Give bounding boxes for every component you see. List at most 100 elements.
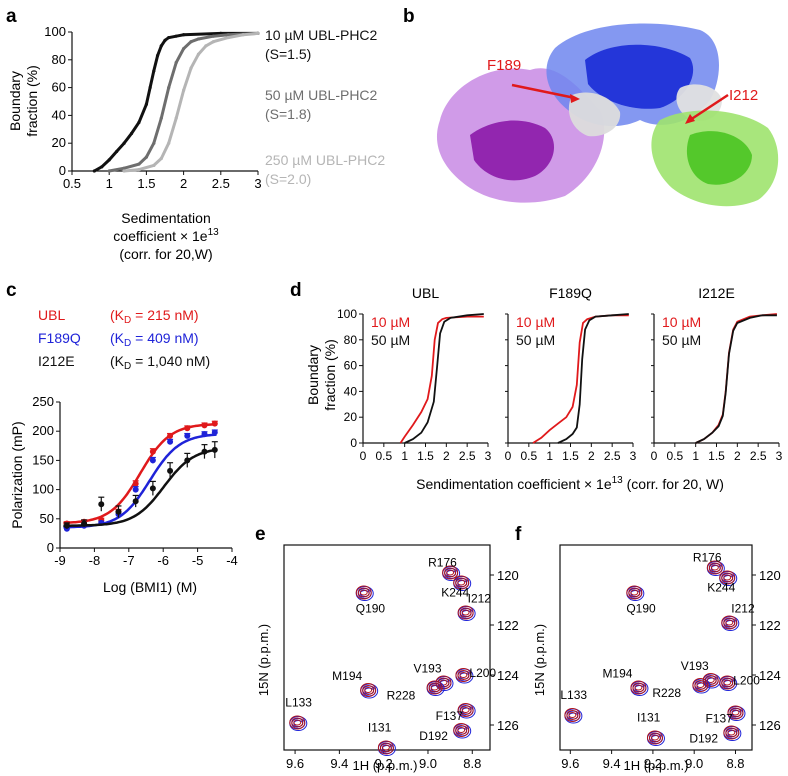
panel-d-subplot-title-1: F189Q xyxy=(549,285,592,301)
panel-c-point xyxy=(115,508,122,515)
panel-c-point xyxy=(184,425,191,432)
panel-d-ylabel-line1: Boundary xyxy=(305,345,321,405)
panel-a-xlabel-part: coefficient × 1e xyxy=(113,228,208,244)
pf-peak-contour-red xyxy=(719,570,736,585)
pe-ytick-label: 120 xyxy=(497,568,519,583)
pe-peak-contour-red xyxy=(459,672,468,678)
pf-peak-contour-red xyxy=(650,734,659,741)
panel-d-1-legend-50uM: 50 µM xyxy=(516,332,555,348)
panel-c-point xyxy=(98,501,105,508)
panel-a-point xyxy=(226,35,230,40)
legend-kd-f189q: (KD = 409 nM) xyxy=(110,330,199,349)
panel-a-point xyxy=(100,165,104,169)
panel-a-point xyxy=(204,44,208,48)
panel-d-0-xtick-label: 2 xyxy=(443,449,450,463)
pf-peak-label: L200 xyxy=(733,674,760,688)
pf-frame xyxy=(559,544,753,751)
pe-ytick-label: 124 xyxy=(497,668,519,683)
panel-a-point xyxy=(107,158,111,162)
panel-a-point xyxy=(137,168,141,172)
panel-d-1-xtick-label: 3 xyxy=(630,449,637,463)
panel-c-point xyxy=(184,432,191,439)
panel-d-0-xtick-label: 2.5 xyxy=(459,449,476,463)
pf-peak-contour-red xyxy=(564,708,581,722)
panel-a-legend-label-1: 50 µM UBL-PHC2 xyxy=(265,87,378,103)
panel-d-0-xtick-label: 1 xyxy=(401,449,408,463)
panel-d-0-legend-50uM: 50 µM xyxy=(371,332,410,348)
panel-e-xlabel: 1H (p.p.m.) xyxy=(352,758,417,773)
panel-a-xtick-label: 0.5 xyxy=(63,176,81,191)
pe-peak-contour-red xyxy=(461,609,470,616)
panel-d-subplot-title-2: I212E xyxy=(698,285,735,301)
panel-a-series-line-1 xyxy=(108,31,259,173)
pe-peak-contour-red xyxy=(360,683,377,697)
panel-d-1-xtick-label: 1.5 xyxy=(562,449,579,463)
pf-peak-label: M194 xyxy=(602,667,632,681)
pe-peak-contour-red xyxy=(459,607,472,618)
pf-peak-label: Q190 xyxy=(626,602,656,616)
panel-a-point xyxy=(241,33,245,37)
panel-c-point xyxy=(167,467,174,474)
pe-peak-contour-red xyxy=(359,589,368,596)
panel-a-point xyxy=(159,116,163,120)
pe-peak-contour-red xyxy=(435,675,452,690)
pe-peak-label: I131 xyxy=(368,721,392,735)
panel-d-0-xtick-label: 3 xyxy=(485,449,492,463)
pf-ytick-label: 122 xyxy=(759,618,781,633)
panel-a-ylabel-line2: fraction (%) xyxy=(24,65,40,137)
panel-a-point xyxy=(159,156,163,161)
panel-f-xlabel: 1H (p.p.m.) xyxy=(623,758,688,773)
panel-a-xtick-label: 2.5 xyxy=(212,176,230,191)
pe-peak-contour-red xyxy=(381,744,390,751)
pf-peak-contour-red xyxy=(696,682,705,688)
pe-peak-contour-red xyxy=(459,705,472,715)
panel-label-b: b xyxy=(403,6,415,27)
pf-peak-contour-red xyxy=(706,560,723,575)
pf-peak-contour-red xyxy=(721,572,734,583)
panel-a-ylabel-line1: Boundary xyxy=(7,71,23,131)
panel-a-point xyxy=(256,31,260,35)
pf-peak-contour-red xyxy=(692,678,709,692)
pe-peak-contour-red xyxy=(457,727,466,733)
pf-peak-contour-red xyxy=(646,730,663,745)
pf-peak-contour-red xyxy=(628,587,641,598)
panel-d-subplot-title-0: UBL xyxy=(412,285,439,301)
pf-peak-contour-red xyxy=(725,727,738,738)
panel-label-a: a xyxy=(6,6,17,27)
panel-c-ytick-label: 200 xyxy=(32,423,54,438)
pf-peak-contour-red xyxy=(710,564,719,571)
panel-a-series-line-0 xyxy=(93,31,258,173)
panel-c-point xyxy=(201,422,208,429)
panel-d-0-xtick-label: 1.5 xyxy=(417,449,434,463)
panel-d-2-series-line-1 xyxy=(695,314,777,444)
panel-d-1-xtick-label: 0 xyxy=(505,449,512,463)
pf-peak-contour-red xyxy=(729,707,742,718)
pf-peak-label: I131 xyxy=(637,711,661,725)
panel-a-point xyxy=(144,102,148,106)
panel-a-point xyxy=(159,44,163,48)
panel-a-chart: 0.5 1 1.5 2 2.5 3 0 20 40 60 80 100 10 µM UBL-PHC2 (S… xyxy=(7,24,385,262)
panel-c-ytick-label: 150 xyxy=(32,452,54,467)
pf-peak-contour-red xyxy=(566,710,579,720)
pf-peak-label: V193 xyxy=(681,659,709,673)
pf-peak-contour-red xyxy=(727,705,744,720)
pf-peak-contour-red xyxy=(727,729,736,736)
pf-peak-contour-red xyxy=(702,673,719,687)
panel-f-ylabel: 15N (p.p.m.) xyxy=(532,624,547,696)
pe-peak-contour-red xyxy=(455,725,468,735)
pe-peak-label: L200 xyxy=(469,666,496,680)
panel-a-point xyxy=(144,155,148,159)
panel-a-xlabel-line-1: coefficient × 1e13 xyxy=(113,227,219,244)
pe-xtick-label: 9.6 xyxy=(286,756,304,771)
pe-peak-label: I212 xyxy=(468,592,492,606)
pe-ytick-label: 126 xyxy=(497,718,519,733)
pf-peak-label: L133 xyxy=(560,688,587,702)
panel-a-legend-sub-1: (S=1.8) xyxy=(265,106,311,122)
panel-a-point xyxy=(211,40,215,44)
panel-d-0-ytick-label: 100 xyxy=(337,307,357,321)
legend-kd-i212e: (KD = 1,040 nM) xyxy=(110,353,210,372)
panel-a-point xyxy=(182,47,186,51)
panel-a-point xyxy=(115,149,119,154)
pf-peak-contour-red xyxy=(721,615,738,630)
